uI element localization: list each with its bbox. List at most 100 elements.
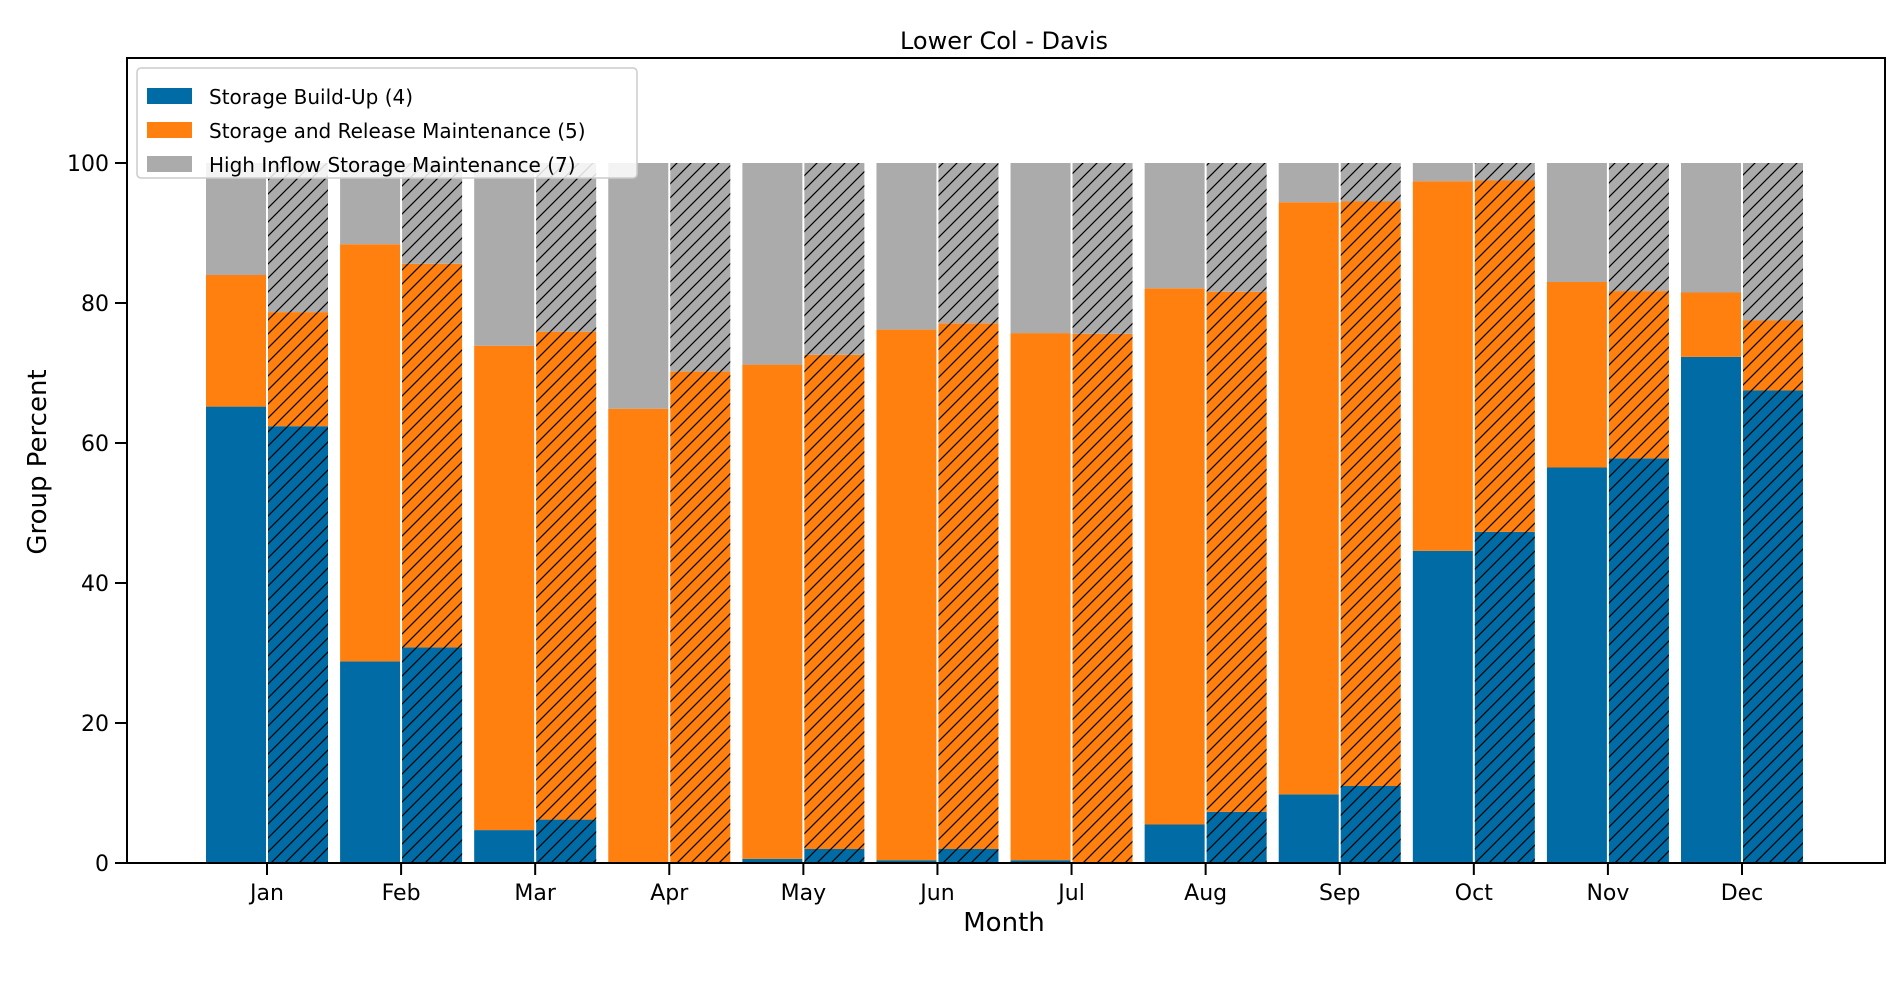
bar-jun-solid-series-1: [876, 860, 937, 863]
bar-hatch-apr-series-3: [670, 163, 731, 372]
bar-jan-solid-series-3: [206, 163, 266, 275]
bar-oct-solid-series-1: [1412, 550, 1473, 863]
bar-hatch-dec-series-3: [1743, 163, 1803, 321]
bar-hatch-sep-series-3: [1340, 163, 1401, 202]
legend-swatch-2: [147, 122, 192, 138]
bar-hatch-may-series-3: [804, 163, 865, 355]
bar-nov-solid-series-1: [1546, 467, 1607, 863]
bar-apr-solid-series-2: [608, 408, 669, 863]
bar-mar-solid-series-1: [474, 830, 535, 863]
legend: Storage Build-Up (4) Storage and Release …: [136, 67, 638, 179]
y-tick-label-20: 20: [81, 712, 109, 737]
bar-hatch-jun-series-2: [938, 323, 999, 849]
bar-oct-solid-series-2: [1412, 181, 1473, 551]
bar-jan-solid-series-1: [206, 406, 266, 863]
y-tick-label-60: 60: [81, 432, 109, 457]
y-tick-label-0: 0: [95, 852, 109, 877]
bar-hatch-mar-series-2: [536, 331, 597, 820]
bar-hatch-may-series-1: [804, 849, 865, 863]
bar-jul-solid-series-1: [1010, 860, 1071, 863]
bar-hatch-jan-series-2: [268, 312, 328, 427]
x-tick-label-apr: Apr: [650, 881, 689, 906]
bar-hatch-aug-series-3: [1206, 163, 1267, 292]
bar-oct-solid-series-3: [1412, 163, 1473, 182]
bar-dec-solid-series-3: [1681, 163, 1741, 293]
x-tick-label-sep: Sep: [1319, 881, 1360, 906]
legend-label-3: High Inflow Storage Maintenance (7): [209, 153, 576, 177]
bar-jan-solid-series-2: [206, 275, 266, 407]
bar-may-solid-series-2: [742, 364, 803, 859]
bar-jun-solid-series-3: [876, 163, 937, 330]
bars-layer: [206, 163, 1803, 863]
bar-dec-solid-series-2: [1681, 292, 1741, 357]
x-tick-label-aug: Aug: [1184, 881, 1227, 906]
y-tick-label-40: 40: [81, 572, 109, 597]
bar-hatch-sep-series-1: [1340, 786, 1401, 863]
legend-label-1: Storage Build-Up (4): [209, 85, 413, 109]
bar-hatch-mar-series-1: [536, 819, 597, 863]
legend-swatch-3: [147, 156, 192, 172]
bar-mar-solid-series-2: [474, 345, 535, 831]
x-tick-label-mar: Mar: [514, 881, 556, 906]
bar-hatch-dec-series-1: [1743, 390, 1803, 863]
bar-nov-solid-series-3: [1546, 163, 1607, 282]
bar-aug-solid-series-2: [1144, 288, 1205, 825]
bar-aug-solid-series-3: [1144, 163, 1205, 289]
bar-hatch-jul-series-3: [1072, 163, 1133, 334]
bar-hatch-nov-series-1: [1608, 458, 1669, 863]
bar-nov-solid-series-2: [1546, 282, 1607, 468]
bar-sep-solid-series-3: [1278, 163, 1339, 203]
bar-hatch-jun-series-3: [938, 163, 999, 324]
bar-apr-solid-series-3: [608, 163, 669, 409]
bar-hatch-mar-series-3: [536, 163, 597, 332]
axes-layer: 0 20 40 60 80 100 Jan Feb Mar Apr May Jun Jul Aug Sep O…: [67, 57, 1886, 906]
bar-hatch-jul-series-2: [1072, 333, 1133, 863]
bar-sep-solid-series-2: [1278, 202, 1339, 795]
plot-frame: [126, 57, 1886, 864]
bar-jul-solid-series-2: [1010, 333, 1071, 861]
x-tick-label-jan: Jan: [248, 881, 284, 906]
legend-label-2: Storage and Release Maintenance (5): [209, 119, 586, 143]
bar-hatch-sep-series-2: [1340, 201, 1401, 786]
y-tick-label-100: 100: [67, 152, 109, 177]
bar-hatch-dec-series-2: [1743, 320, 1803, 391]
legend-swatch-1: [147, 88, 192, 104]
x-axis-label: Month: [963, 908, 1045, 938]
bar-feb-solid-series-1: [340, 661, 401, 863]
bar-hatch-aug-series-1: [1206, 811, 1267, 863]
bar-jun-solid-series-2: [876, 329, 937, 861]
bar-hatch-oct-series-1: [1474, 531, 1535, 863]
bar-hatch-oct-series-3: [1474, 163, 1535, 181]
bar-jul-solid-series-3: [1010, 163, 1071, 334]
bar-dec-solid-series-1: [1681, 356, 1741, 863]
bar-hatch-feb-series-1: [402, 647, 463, 863]
bar-hatch-jan-series-1: [268, 426, 328, 863]
bar-hatch-oct-series-2: [1474, 180, 1535, 532]
bar-hatch-may-series-2: [804, 354, 865, 849]
bar-hatch-jan-series-3: [268, 163, 328, 313]
bar-hatch-jun-series-1: [938, 849, 999, 863]
bar-may-solid-series-1: [742, 858, 803, 863]
x-tick-label-feb: Feb: [382, 881, 421, 906]
x-tick-label-dec: Dec: [1721, 881, 1764, 906]
x-tick-label-oct: Oct: [1455, 881, 1493, 906]
bar-mar-solid-series-3: [474, 163, 535, 346]
bar-hatch-nov-series-2: [1608, 291, 1669, 459]
x-tick-label-jun: Jun: [918, 881, 954, 906]
x-tick-label-jul: Jul: [1056, 881, 1085, 906]
bar-sep-solid-series-1: [1278, 794, 1339, 863]
x-tick-label-nov: Nov: [1586, 881, 1629, 906]
bar-hatch-aug-series-2: [1206, 291, 1267, 812]
chart-title: Lower Col - Davis: [900, 27, 1108, 55]
x-tick-label-may: May: [781, 881, 826, 906]
y-axis-label: Group Percent: [23, 369, 53, 554]
bar-aug-solid-series-1: [1144, 824, 1205, 863]
bar-may-solid-series-3: [742, 163, 803, 365]
bar-hatch-nov-series-3: [1608, 163, 1669, 292]
y-tick-label-80: 80: [81, 292, 109, 317]
legend-box: [136, 67, 638, 179]
bar-hatch-apr-series-2: [670, 371, 731, 863]
bar-hatch-feb-series-2: [402, 263, 463, 648]
